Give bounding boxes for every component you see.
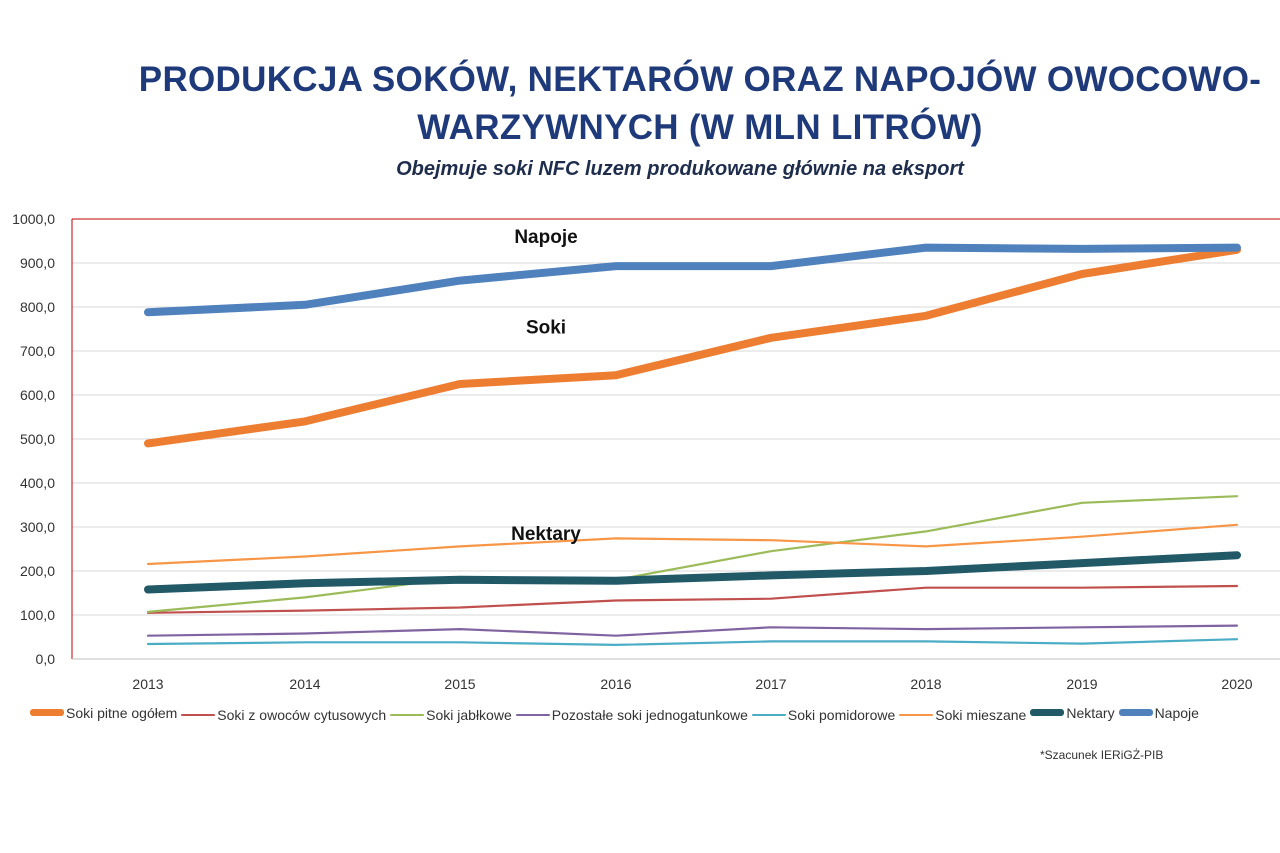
x-tick-label: 2020 <box>1221 676 1252 692</box>
y-tick-label: 200,0 <box>20 563 55 579</box>
chart-subtitle: Obejmuje soki NFC luzem produkowane głów… <box>396 158 964 180</box>
x-tick-label: 2017 <box>755 676 786 692</box>
legend-label: Napoje <box>1154 704 1199 721</box>
x-tick-label: 2018 <box>910 676 941 692</box>
y-tick-label: 700,0 <box>20 343 55 359</box>
legend-item: Nektary <box>1030 704 1115 721</box>
legend-item: Napoje <box>1118 704 1199 721</box>
legend-label: Soki z owoców cytusowych <box>217 707 387 723</box>
footnote: *Szacunek IERiGŻ-PIB <box>1040 748 1164 762</box>
x-tick-label: 2015 <box>444 676 475 692</box>
legend-label: Nektary <box>1066 704 1115 721</box>
y-tick-label: 100,0 <box>20 607 55 623</box>
series-annotation: Nektary <box>511 524 581 545</box>
legend-swatch <box>515 714 550 716</box>
legend-swatch <box>181 714 216 716</box>
legend-item: Soki z owoców cytusowych <box>181 707 386 723</box>
y-tick-label: 600,0 <box>20 387 55 403</box>
series-line-pozostałe-soki-jednogatunkowe <box>146 624 1239 637</box>
series-line-nektary <box>144 551 1241 594</box>
legend-label: Pozostałe soki jednogatunkowe <box>551 707 748 723</box>
y-tick-label: 900,0 <box>20 255 55 271</box>
legend-swatch <box>1030 709 1065 716</box>
x-tick-label: 2014 <box>289 676 320 692</box>
series-line-soki-jabłkowe <box>146 495 1239 614</box>
x-tick-label: 2019 <box>1066 676 1097 692</box>
series-line-soki-pomidorowe <box>146 638 1239 647</box>
chart-title-line-2: WARZYWNYCH (W MLN LITRÓW) <box>417 108 983 147</box>
chart-legend: Soki pitne ogółem Soki z owoców cytusowyc… <box>30 703 1203 723</box>
series-line-soki-mieszane <box>146 523 1239 566</box>
y-tick-label: 1000,0 <box>12 211 55 227</box>
legend-label: Soki jabłkowe <box>426 707 512 723</box>
x-tick-label: 2016 <box>600 676 631 692</box>
legend-label: Soki pomidorowe <box>787 707 896 723</box>
series-line-soki-z-owoców-cytusowych <box>146 584 1239 614</box>
legend-item: Pozostałe soki jednogatunkowe <box>515 707 748 723</box>
y-tick-label: 0,0 <box>36 651 56 667</box>
legend-swatch <box>30 709 64 716</box>
series-annotation: Napoje <box>514 227 577 248</box>
y-tick-label: 300,0 <box>20 519 55 535</box>
y-tick-label: 400,0 <box>20 475 55 491</box>
legend-item: Soki mieszane <box>899 707 1026 723</box>
series-line-soki-pitne-ogółem <box>144 245 1241 448</box>
legend-item: Soki jabłkowe <box>390 707 512 723</box>
chart-title-line-1: PRODUKCJA SOKÓW, NEKTARÓW ORAZ NAPOJÓW O… <box>138 60 1262 99</box>
series-line-napoje <box>144 243 1241 317</box>
legend-item: Soki pitne ogółem <box>30 705 177 721</box>
legend-item: Soki pomidorowe <box>751 707 896 723</box>
y-tick-label: 500,0 <box>20 431 55 447</box>
legend-swatch <box>899 714 934 716</box>
series-annotation: Soki <box>526 317 566 338</box>
legend-swatch <box>1118 709 1153 716</box>
legend-label: Soki mieszane <box>935 707 1027 723</box>
y-tick-label: 800,0 <box>20 299 55 315</box>
chart-title: PRODUKCJA SOKÓW, NEKTARÓW ORAZ NAPOJÓW O… <box>60 56 1280 152</box>
legend-label: Soki pitne ogółem <box>66 704 178 721</box>
x-tick-label: 2013 <box>132 676 163 692</box>
legend-swatch <box>390 714 425 716</box>
legend-swatch <box>751 714 786 716</box>
